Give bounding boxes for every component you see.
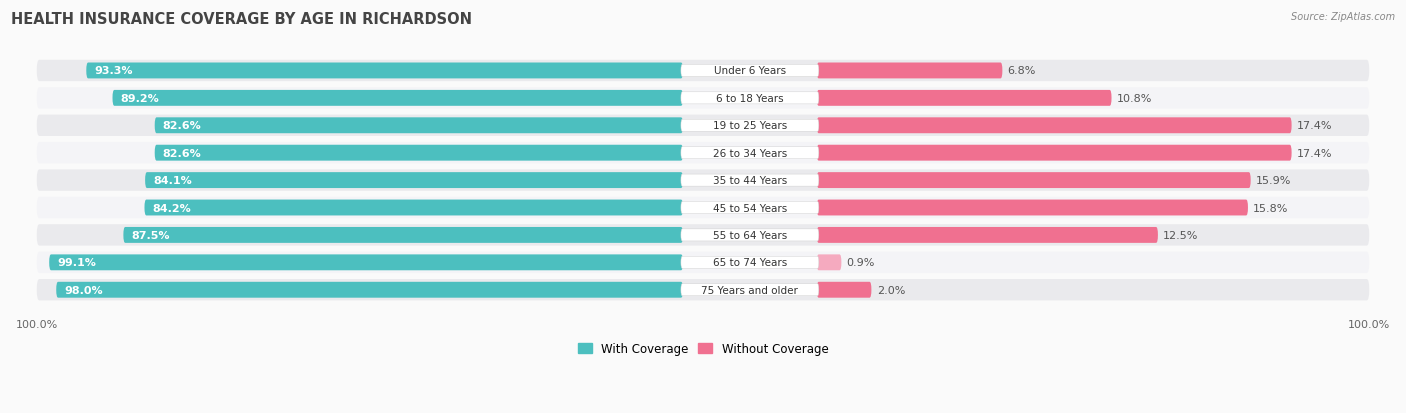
FancyBboxPatch shape — [37, 88, 1369, 109]
FancyBboxPatch shape — [817, 255, 841, 271]
Text: 17.4%: 17.4% — [1296, 148, 1333, 158]
Legend: With Coverage, Without Coverage: With Coverage, Without Coverage — [572, 337, 834, 360]
FancyBboxPatch shape — [37, 142, 1369, 164]
FancyBboxPatch shape — [681, 256, 818, 269]
Text: 99.1%: 99.1% — [58, 258, 96, 268]
FancyBboxPatch shape — [37, 252, 1369, 273]
Text: 12.5%: 12.5% — [1163, 230, 1199, 240]
Text: 10.8%: 10.8% — [1116, 94, 1153, 104]
Text: 84.1%: 84.1% — [153, 176, 191, 186]
FancyBboxPatch shape — [681, 229, 818, 241]
Text: 65 to 74 Years: 65 to 74 Years — [713, 258, 787, 268]
FancyBboxPatch shape — [49, 255, 683, 271]
FancyBboxPatch shape — [681, 202, 818, 214]
FancyBboxPatch shape — [817, 145, 1292, 161]
Text: 55 to 64 Years: 55 to 64 Years — [713, 230, 787, 240]
FancyBboxPatch shape — [37, 61, 1369, 82]
Text: HEALTH INSURANCE COVERAGE BY AGE IN RICHARDSON: HEALTH INSURANCE COVERAGE BY AGE IN RICH… — [11, 12, 472, 27]
Text: 15.8%: 15.8% — [1253, 203, 1289, 213]
FancyBboxPatch shape — [37, 279, 1369, 301]
FancyBboxPatch shape — [86, 63, 683, 79]
FancyBboxPatch shape — [37, 115, 1369, 137]
FancyBboxPatch shape — [817, 228, 1159, 243]
Text: 6 to 18 Years: 6 to 18 Years — [716, 94, 783, 104]
Text: 15.9%: 15.9% — [1256, 176, 1292, 186]
Text: 45 to 54 Years: 45 to 54 Years — [713, 203, 787, 213]
FancyBboxPatch shape — [681, 147, 818, 159]
FancyBboxPatch shape — [817, 91, 1112, 107]
FancyBboxPatch shape — [37, 225, 1369, 246]
FancyBboxPatch shape — [155, 118, 683, 134]
Text: 75 Years and older: 75 Years and older — [702, 285, 799, 295]
Text: 98.0%: 98.0% — [65, 285, 103, 295]
Text: Under 6 Years: Under 6 Years — [714, 66, 786, 76]
FancyBboxPatch shape — [817, 118, 1292, 134]
FancyBboxPatch shape — [817, 282, 872, 298]
FancyBboxPatch shape — [681, 175, 818, 187]
FancyBboxPatch shape — [37, 170, 1369, 191]
FancyBboxPatch shape — [56, 282, 683, 298]
Text: Source: ZipAtlas.com: Source: ZipAtlas.com — [1291, 12, 1395, 22]
FancyBboxPatch shape — [681, 65, 818, 77]
FancyBboxPatch shape — [817, 63, 1002, 79]
Text: 35 to 44 Years: 35 to 44 Years — [713, 176, 787, 186]
Text: 17.4%: 17.4% — [1296, 121, 1333, 131]
FancyBboxPatch shape — [681, 93, 818, 104]
Text: 84.2%: 84.2% — [152, 203, 191, 213]
Text: 6.8%: 6.8% — [1008, 66, 1036, 76]
Text: 0.9%: 0.9% — [846, 258, 875, 268]
FancyBboxPatch shape — [817, 200, 1249, 216]
FancyBboxPatch shape — [37, 197, 1369, 218]
FancyBboxPatch shape — [681, 120, 818, 132]
FancyBboxPatch shape — [817, 173, 1251, 189]
Text: 87.5%: 87.5% — [131, 230, 170, 240]
FancyBboxPatch shape — [112, 91, 683, 107]
Text: 93.3%: 93.3% — [94, 66, 132, 76]
FancyBboxPatch shape — [124, 228, 683, 243]
Text: 2.0%: 2.0% — [877, 285, 905, 295]
Text: 82.6%: 82.6% — [163, 148, 201, 158]
FancyBboxPatch shape — [145, 173, 683, 189]
FancyBboxPatch shape — [145, 200, 683, 216]
Text: 19 to 25 Years: 19 to 25 Years — [713, 121, 787, 131]
FancyBboxPatch shape — [681, 284, 818, 296]
Text: 82.6%: 82.6% — [163, 121, 201, 131]
Text: 89.2%: 89.2% — [121, 94, 159, 104]
FancyBboxPatch shape — [155, 145, 683, 161]
Text: 26 to 34 Years: 26 to 34 Years — [713, 148, 787, 158]
